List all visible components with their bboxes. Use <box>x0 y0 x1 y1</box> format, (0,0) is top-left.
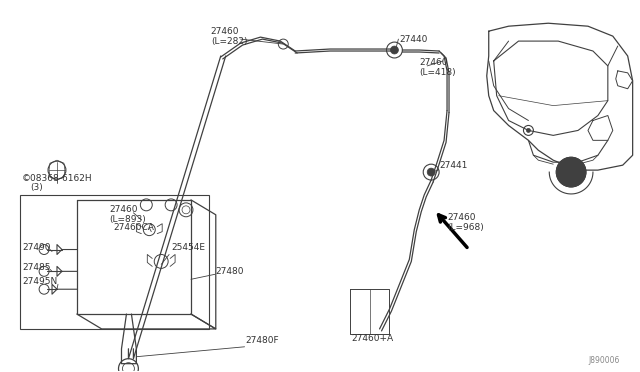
Text: (L=418): (L=418) <box>419 68 456 77</box>
Text: 27441: 27441 <box>439 161 467 170</box>
Text: 27480: 27480 <box>216 267 244 276</box>
Bar <box>20 195 209 329</box>
Text: 27460CA: 27460CA <box>113 223 154 232</box>
Circle shape <box>527 128 531 132</box>
Text: J890006: J890006 <box>588 356 620 365</box>
Text: 27460: 27460 <box>447 213 476 222</box>
Circle shape <box>556 157 586 187</box>
Text: 27460+A: 27460+A <box>352 334 394 343</box>
Text: ©08368-6162H: ©08368-6162H <box>22 174 93 183</box>
Circle shape <box>390 46 399 54</box>
Text: (3): (3) <box>30 183 43 192</box>
Text: (L=282): (L=282) <box>211 36 247 46</box>
Text: 27440: 27440 <box>399 35 428 44</box>
Text: 27485: 27485 <box>22 263 51 272</box>
Text: 27460: 27460 <box>419 58 448 67</box>
Text: (L=968): (L=968) <box>447 223 484 232</box>
Text: 27460: 27460 <box>211 27 239 36</box>
Text: 27480F: 27480F <box>246 336 279 345</box>
Text: 27460: 27460 <box>109 205 138 214</box>
Text: 27490: 27490 <box>22 243 51 252</box>
Text: 27495N: 27495N <box>22 277 58 286</box>
Text: (L=893): (L=893) <box>109 215 147 224</box>
Text: 25454E: 25454E <box>171 243 205 252</box>
Circle shape <box>427 168 435 176</box>
